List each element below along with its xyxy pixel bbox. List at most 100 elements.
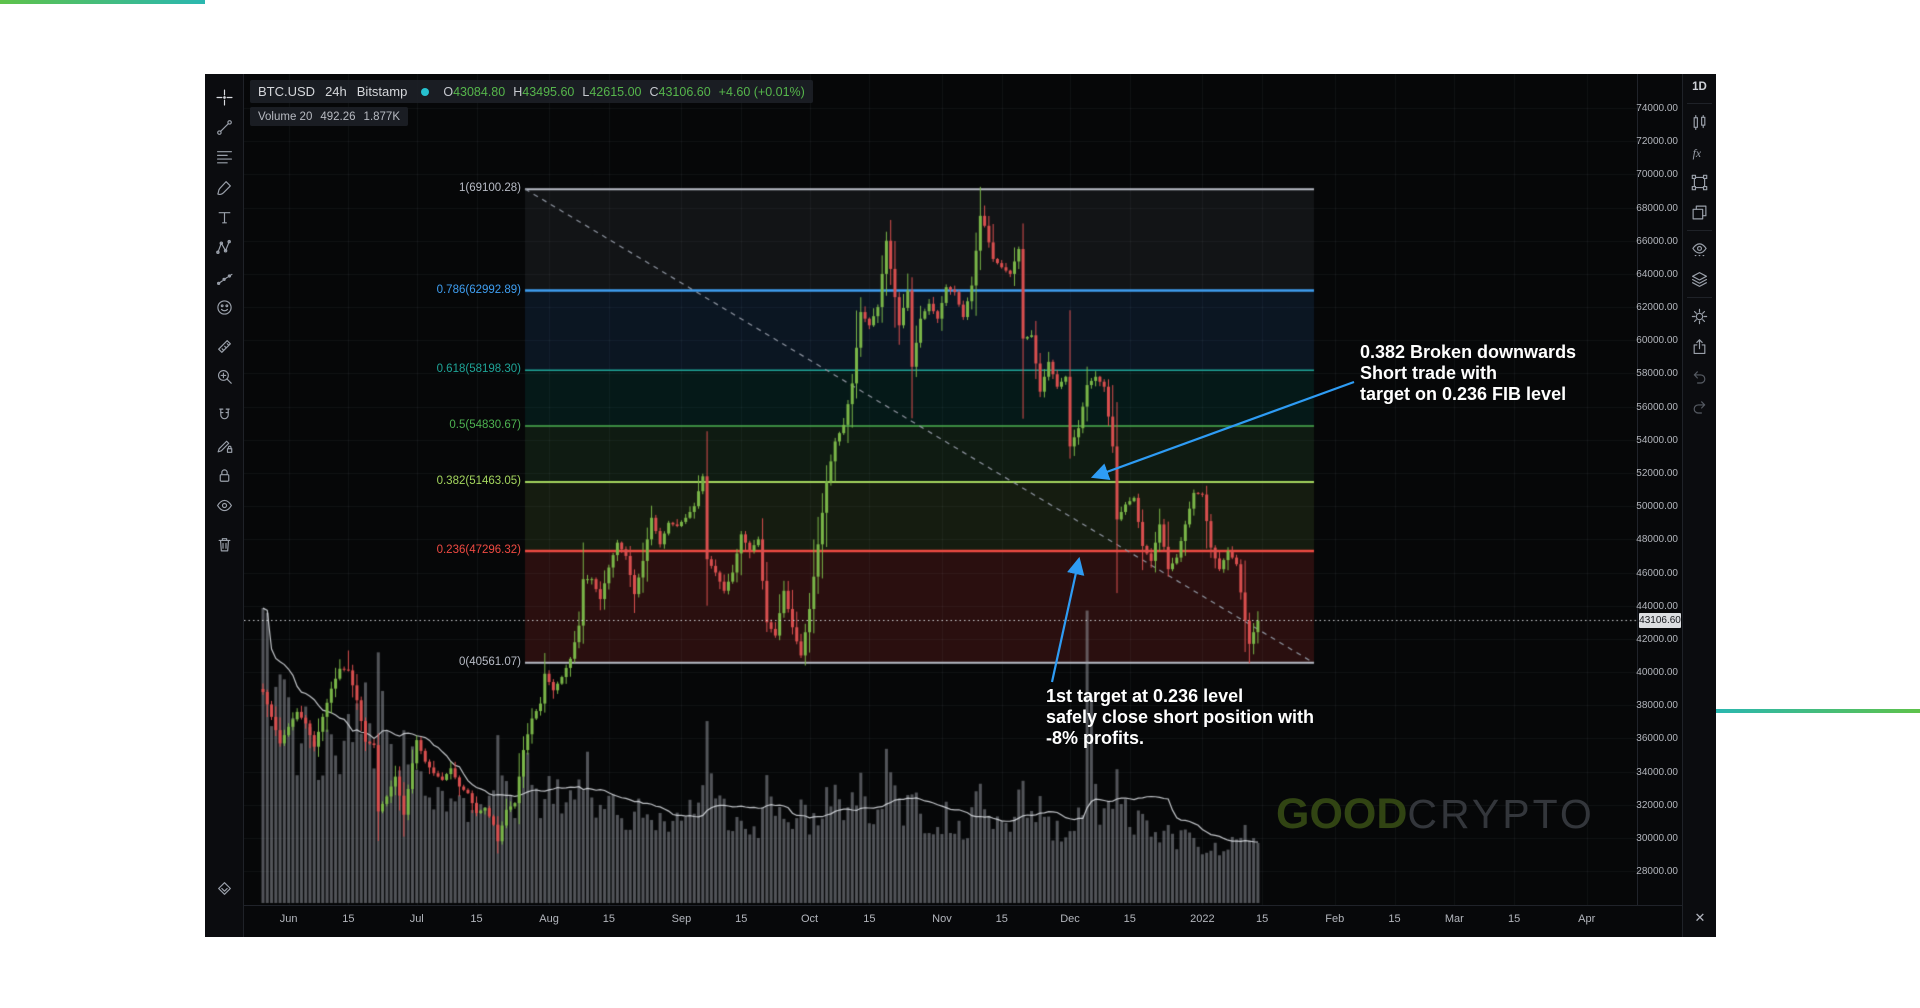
current-price-label: 43106.60 — [1639, 613, 1681, 628]
indicators-fx-icon[interactable]: fx — [1683, 137, 1716, 167]
price-axis-label: 34000.00 — [1636, 766, 1678, 778]
time-axis-label: Dec — [1060, 913, 1080, 925]
crosshair-icon[interactable] — [205, 82, 244, 112]
time-axis-label: Apr — [1578, 913, 1596, 925]
time-axis-label: 15 — [1123, 913, 1136, 925]
annotation-note-short-trade[interactable]: 0.382 Broken downwards Short trade with … — [1360, 342, 1576, 405]
time-axis-label: Feb — [1325, 913, 1345, 925]
zoom-in-icon[interactable] — [205, 361, 244, 391]
hide-drawings-icon[interactable] — [205, 490, 244, 520]
price-axis-label: 48000.00 — [1636, 534, 1678, 546]
price-axis-label: 70000.00 — [1636, 169, 1678, 181]
fib-level-label[interactable]: 0.5(54830.67) — [449, 419, 521, 432]
timeframe-1d-button[interactable]: 1D — [1692, 81, 1707, 93]
lock-icon[interactable] — [205, 460, 244, 490]
decor-gradient-line-right — [1716, 709, 1920, 713]
annotation-line: 1st target at 0.236 level — [1046, 686, 1244, 706]
high-key: H — [513, 84, 523, 99]
price-axis-label: 28000.00 — [1636, 866, 1678, 878]
timeframe-label[interactable]: 24h — [325, 84, 347, 99]
brush-icon[interactable] — [205, 172, 244, 202]
time-axis[interactable]: Jun 15 Jul 15 Aug 15 Sep 15 Oct 15 Nov 15 Dec 15 2022 1… — [244, 905, 1682, 937]
fib-level-label[interactable]: 0(40561.07) — [458, 655, 521, 668]
object-visibility-icon[interactable] — [1683, 234, 1716, 264]
fib-level-label[interactable]: 0.236(47296.32) — [436, 544, 521, 556]
settings-gear-icon[interactable] — [1683, 301, 1716, 331]
templates-icon[interactable] — [1683, 197, 1716, 227]
volume-label: Volume 20 — [258, 110, 313, 123]
time-axis-label: Nov — [932, 913, 952, 925]
trash-icon[interactable] — [205, 529, 244, 559]
price-chart-canvas[interactable] — [244, 74, 1637, 905]
right-toolbar: 1D fx — [1682, 74, 1716, 937]
annotation-note-first-target[interactable]: 1st target at 0.236 level safely close s… — [1046, 686, 1314, 749]
price-axis-label: 68000.00 — [1636, 202, 1678, 214]
candles-style-icon[interactable] — [1683, 107, 1716, 137]
xabcd-pattern-icon[interactable] — [205, 232, 244, 262]
magnet-icon[interactable] — [205, 400, 244, 430]
time-axis-label: 2022 — [1190, 913, 1215, 925]
exchange-label: Bitstamp — [356, 84, 408, 99]
fib-level-label[interactable]: 1(69100.28) — [458, 182, 521, 195]
open-key: O — [443, 84, 454, 99]
price-axis-label: 74000.00 — [1636, 103, 1678, 114]
fullscreen-icon[interactable] — [1683, 167, 1716, 197]
annotation-line: safely close short position with — [1046, 707, 1315, 727]
time-axis-label: 15 — [995, 913, 1008, 925]
decor-gradient-line-left — [0, 0, 205, 4]
ruler-icon[interactable] — [205, 331, 244, 361]
text-tool-icon[interactable] — [205, 202, 244, 232]
layers-icon[interactable] — [1683, 264, 1716, 294]
price-axis-label: 60000.00 — [1636, 335, 1678, 347]
market-status-dot-icon — [421, 87, 430, 96]
time-axis-label: Aug — [539, 913, 559, 925]
time-axis-label: 15 — [863, 913, 876, 925]
price-axis-label: 44000.00 — [1636, 600, 1678, 612]
cube-icon[interactable] — [205, 873, 244, 903]
price-axis[interactable]: 74000.00 72000.00 70000.00 68000.00 66000.00… — [1636, 74, 1682, 905]
time-axis-label: Sep — [671, 913, 692, 925]
price-axis-label: 46000.00 — [1636, 567, 1678, 579]
price-axis-label: 38000.00 — [1636, 700, 1678, 712]
change-value: +4.60 (+0.01%) — [718, 84, 805, 99]
time-axis-label: Oct — [800, 913, 819, 925]
projection-icon[interactable] — [205, 262, 244, 292]
price-axis-label: 50000.00 — [1636, 501, 1678, 513]
annotation-line: 0.382 Broken downwards — [1360, 342, 1577, 362]
open-value: 43084.80 — [453, 84, 506, 99]
time-axis-label: Jun — [279, 913, 298, 925]
price-axis-label: 36000.00 — [1636, 733, 1678, 745]
drawing-lock-icon[interactable] — [205, 430, 244, 460]
time-axis-label: 15 — [1256, 913, 1269, 925]
share-icon[interactable] — [1683, 331, 1716, 361]
annotation-line: target on 0.236 FIB level — [1360, 384, 1567, 404]
symbol-header[interactable]: BTC.USD 24h Bitstamp O43084.80 H43495.60… — [250, 80, 813, 103]
volume-value-k: 1.877K — [363, 110, 400, 123]
high-value: 43495.60 — [522, 84, 575, 99]
annotation-line: -8% profits. — [1046, 728, 1145, 748]
ohlc-values: O43084.80 H43495.60 L42615.00 C43106.60 … — [443, 85, 804, 99]
svg-text:fx: fx — [1693, 146, 1702, 159]
fib-level-label[interactable]: 0.786(62992.89) — [436, 283, 521, 296]
volume-indicator-row[interactable]: Volume 20 492.26 1.877K — [250, 107, 408, 126]
trendline-icon[interactable] — [205, 112, 244, 142]
watermark-crypto: CRYPTO — [1407, 791, 1595, 837]
undo-icon[interactable] — [1683, 361, 1716, 391]
chart-plot-area[interactable]: GOODCRYPTO BTC.USD 24h Bitstamp O43084.8… — [244, 74, 1637, 905]
watermark-good: GOOD — [1276, 790, 1408, 838]
time-axis-label: 15 — [1388, 913, 1401, 925]
price-axis-label: 54000.00 — [1636, 434, 1678, 446]
symbol-name[interactable]: BTC.USD — [258, 84, 316, 99]
price-axis-label: 40000.00 — [1636, 667, 1678, 679]
close-value: 43106.60 — [658, 84, 711, 99]
emoji-icon[interactable] — [205, 292, 244, 322]
fib-level-label[interactable]: 0.618(58198.30) — [436, 363, 521, 376]
time-axis-label: 15 — [470, 913, 483, 925]
price-axis-label: 42000.00 — [1636, 633, 1678, 645]
fib-level-label[interactable]: 0.382(51463.05) — [436, 474, 521, 487]
fib-retracement-icon[interactable] — [205, 142, 244, 172]
close-icon[interactable]: ✕ — [1694, 910, 1706, 925]
redo-icon[interactable] — [1683, 391, 1716, 421]
goodcrypto-watermark: GOODCRYPTO — [1276, 790, 1595, 839]
